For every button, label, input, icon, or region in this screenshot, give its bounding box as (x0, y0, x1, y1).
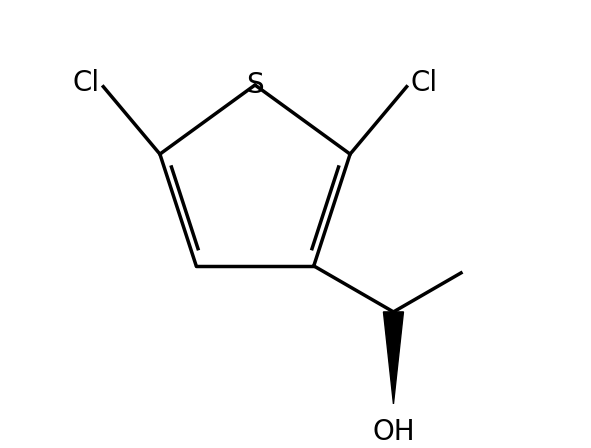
Text: OH: OH (372, 418, 415, 446)
Polygon shape (384, 312, 404, 404)
Text: S: S (246, 71, 264, 99)
Text: Cl: Cl (411, 69, 438, 97)
Text: Cl: Cl (72, 69, 99, 97)
